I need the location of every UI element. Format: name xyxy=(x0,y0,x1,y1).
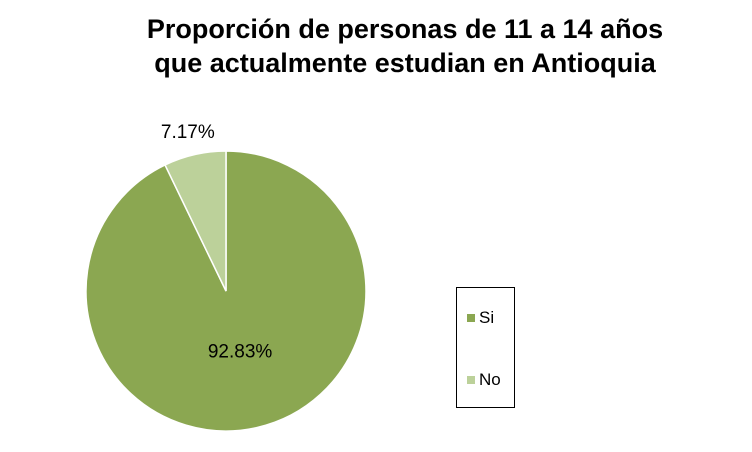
legend-item-si: Si xyxy=(467,308,494,328)
legend-swatch-no xyxy=(467,376,475,384)
data-label-si: 92.83% xyxy=(208,341,273,362)
legend-label-no: No xyxy=(479,370,501,389)
pie-slices xyxy=(85,150,367,432)
pie-slice-no xyxy=(164,150,227,292)
legend: Si No xyxy=(456,287,515,408)
pie-data-labels: 92.83% 7.17% xyxy=(161,122,273,362)
chart-title: Proporción de personas de 11 a 14 años q… xyxy=(60,12,750,80)
legend-item-no: No xyxy=(467,370,501,390)
legend-label-si: Si xyxy=(479,308,495,327)
data-label-no: 7.17% xyxy=(161,122,215,143)
legend-swatch-si xyxy=(467,314,475,322)
chart-title-line-1: Proporción de personas de 11 a 14 años xyxy=(146,14,664,44)
chart-title-line-2: que actualmente estudian en Antioquia xyxy=(154,48,656,78)
